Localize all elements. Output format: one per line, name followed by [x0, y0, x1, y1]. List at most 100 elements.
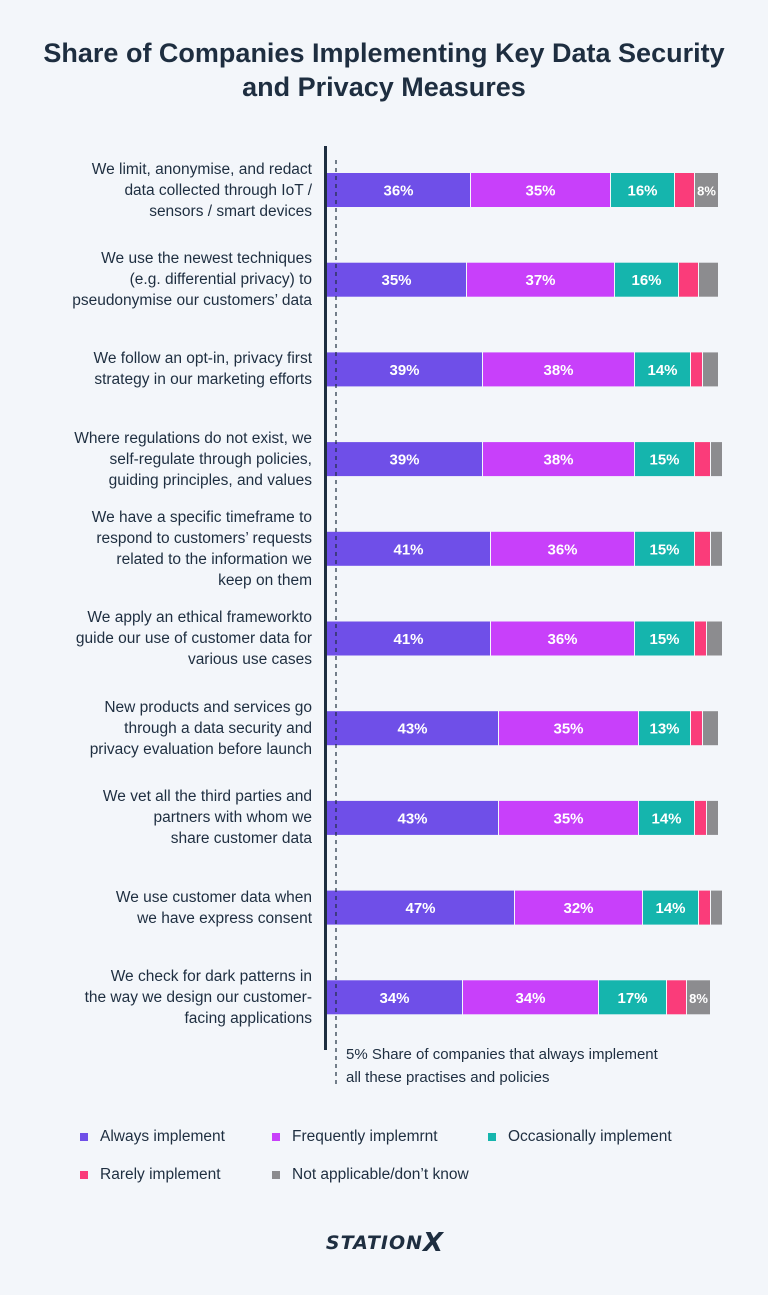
category-label-line: guiding principles, and values	[108, 471, 312, 489]
logo-x-mark: X	[423, 1228, 445, 1258]
legend-item-frequently: Frequently implemrnt	[272, 1128, 438, 1146]
bar-value-label-frequently-row-1: 35%	[525, 183, 555, 200]
bar-segment-occasionally-row-8	[639, 800, 694, 835]
bar-segment-frequently-row-7	[499, 711, 638, 746]
bar-value-label-not-applicable-row-10: 8%	[689, 991, 708, 1006]
bar-segment-not-applicable-row-8	[707, 800, 718, 835]
category-label-line: We follow an opt-in, privacy first	[93, 350, 312, 368]
bar-value-label-always-row-9: 47%	[405, 900, 435, 917]
reference-note-line-1: 5% Share of companies that always implem…	[346, 1046, 658, 1063]
bar-segment-occasionally-row-9	[643, 890, 698, 925]
bar-value-label-occasionally-row-10: 17%	[617, 990, 647, 1007]
bar-segment-rarely-row-3	[691, 352, 702, 387]
category-label-line: We vet all the third parties and	[102, 788, 312, 806]
category-label-row-9: We use customer data when we have express…	[20, 887, 312, 929]
category-label-line: (e.g. differential privacy) to	[129, 271, 312, 289]
legend-label-occasionally: Occasionally implement	[508, 1128, 672, 1145]
bar-value-label-occasionally-row-4: 15%	[649, 452, 679, 469]
legend-label-not-applicable: Not applicable/don’t know	[292, 1166, 469, 1183]
category-label-line: various use cases	[187, 651, 312, 668]
bar-segment-frequently-row-2	[467, 262, 614, 297]
bar-value-label-occasionally-row-2: 16%	[631, 272, 661, 289]
legend-swatch-rarely	[80, 1171, 88, 1179]
bar-segment-frequently-row-3	[483, 352, 634, 387]
bar-segment-always-row-8	[327, 800, 498, 835]
bar-value-label-always-row-5: 41%	[393, 541, 423, 558]
bar-value-label-frequently-row-3: 38%	[543, 362, 573, 379]
bar-segment-not-applicable-row-3	[703, 352, 718, 387]
bar-segment-frequently-row-9	[515, 890, 642, 925]
legend-swatch-frequently	[272, 1133, 280, 1141]
bar-value-label-not-applicable-row-1: 8%	[697, 184, 716, 199]
category-label-line: partners with whom we	[153, 809, 312, 827]
category-label-line: share customer data	[170, 830, 312, 848]
category-label-line: privacy evaluation before launch	[89, 740, 312, 758]
bar-segment-rarely-row-1	[675, 173, 694, 207]
category-label-line: We check for dark patterns in	[110, 967, 312, 985]
category-label-line: We limit, anonymise, and redact	[91, 160, 312, 178]
bar-segment-not-applicable-row-5	[711, 531, 722, 566]
bar-segment-frequently-row-1	[471, 173, 610, 207]
bar-value-label-occasionally-row-3: 14%	[647, 362, 677, 379]
chart-title: Share of Companies Implementing Key Data…	[43, 38, 725, 102]
category-label-line: We apply an ethical frameworkto	[87, 609, 312, 626]
category-label-row-5: We have a specific timeframe to respond t…	[20, 507, 312, 591]
bar-segment-always-row-9	[327, 890, 514, 925]
bar-segment-always-row-1	[327, 173, 470, 207]
legend-swatch-always	[80, 1133, 88, 1141]
category-label-line: keep on them	[218, 571, 312, 589]
category-label-line: New products and services go	[104, 698, 312, 716]
category-label-line: respond to customers’ requests	[96, 529, 312, 547]
bar-segment-always-row-6	[327, 621, 490, 656]
bar-segment-rarely-row-8	[695, 800, 706, 835]
bar-segment-not-applicable-row-6	[707, 621, 722, 656]
bar-value-label-occasionally-row-6: 15%	[649, 631, 679, 648]
category-label-line: pseudonymise our customers’ data	[72, 292, 312, 310]
bar-segment-not-applicable-row-1	[695, 173, 718, 207]
bar-segment-occasionally-row-4	[635, 442, 694, 477]
bar-value-label-always-row-3: 39%	[389, 362, 419, 379]
bar-segment-not-applicable-row-10	[687, 980, 710, 1015]
bar-segment-occasionally-row-10	[599, 980, 666, 1015]
legend-label-rarely: Rarely implement	[100, 1166, 221, 1183]
bar-segment-not-applicable-row-4	[711, 442, 722, 477]
bar-value-label-always-row-2: 35%	[381, 272, 411, 289]
bar-segment-occasionally-row-5	[635, 531, 694, 566]
category-label-row-6: We apply an ethical frameworkto guide our…	[20, 607, 312, 670]
bar-segment-occasionally-row-2	[615, 262, 678, 297]
bar-value-label-always-row-1: 36%	[383, 183, 413, 200]
bar-value-label-always-row-8: 43%	[397, 810, 427, 827]
legend-item-rarely: Rarely implement	[80, 1166, 221, 1184]
bar-value-label-always-row-10: 34%	[379, 990, 409, 1007]
category-label-line: we have express consent	[137, 909, 312, 927]
bar-value-label-frequently-row-10: 34%	[515, 990, 545, 1007]
category-label-row-10: We check for dark patterns in the way we …	[20, 966, 312, 1029]
category-label-row-4: Where regulations do not exist, we self-r…	[20, 428, 312, 491]
bar-value-label-frequently-row-8: 35%	[553, 810, 583, 827]
bar-value-label-occasionally-row-7: 13%	[649, 721, 679, 738]
bar-value-label-frequently-row-9: 32%	[563, 900, 593, 917]
bar-segment-always-row-3	[327, 352, 482, 387]
legend-swatch-not-applicable	[272, 1171, 280, 1179]
category-label-line: data collected through IoT /	[124, 181, 312, 199]
category-label-line: self-regulate through policies,	[109, 450, 312, 468]
bar-value-label-occasionally-row-1: 16%	[627, 183, 657, 200]
bar-value-label-occasionally-row-5: 15%	[649, 541, 679, 558]
bar-segment-occasionally-row-3	[635, 352, 690, 387]
bar-segment-always-row-4	[327, 442, 482, 477]
category-label-row-7: New products and services go through a da…	[20, 697, 312, 760]
category-label-line: through a data security and	[124, 719, 312, 737]
bar-segment-rarely-row-6	[695, 621, 706, 656]
bar-segment-frequently-row-6	[491, 621, 634, 656]
bar-segment-not-applicable-row-9	[711, 890, 722, 925]
bar-value-label-frequently-row-5: 36%	[547, 541, 577, 558]
category-label-line: We have a specific timeframe to	[91, 508, 312, 526]
legend-label-always: Always implement	[100, 1128, 225, 1145]
category-label-line: facing applications	[184, 1009, 312, 1027]
bar-segment-rarely-row-2	[679, 262, 698, 297]
stationx-logo: STATION X	[320, 1228, 450, 1258]
category-label-line: the way we design our customer-	[84, 988, 312, 1006]
bar-segment-frequently-row-10	[463, 980, 598, 1015]
category-label-line: Where regulations do not exist, we	[74, 429, 312, 447]
